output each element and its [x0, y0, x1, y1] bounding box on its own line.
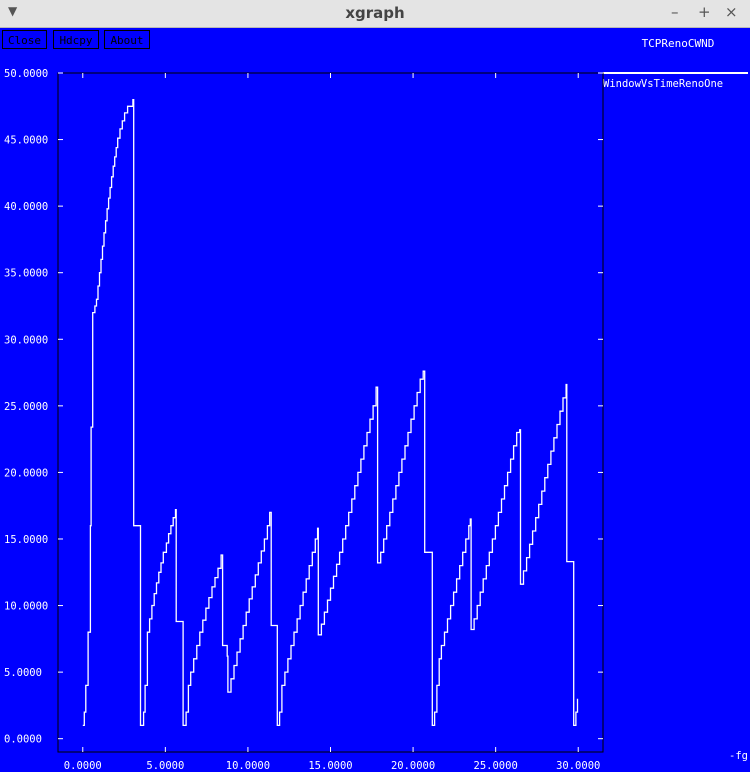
y-tick-label: 0.0000 [4, 734, 42, 746]
y-tick-label: 50.0000 [4, 68, 48, 80]
window-menu-triangle-down-icon[interactable]: ▼ [8, 4, 18, 18]
hdcpy-button[interactable]: Hdcpy [53, 30, 99, 49]
minimize-button[interactable]: – [671, 3, 679, 21]
y-tick-label: 25.0000 [4, 401, 48, 413]
x-tick-label: 10.0000 [226, 760, 270, 772]
x-tick-label: 15.0000 [308, 760, 352, 772]
y-tick-label: 10.0000 [4, 601, 48, 613]
legend-entry: WindowVsTimeRenoOne [603, 78, 723, 90]
maximize-button[interactable]: + [698, 3, 711, 21]
y-tick-label: 15.0000 [4, 534, 48, 546]
plot-frame [57, 72, 604, 753]
x-tick-label: 30.0000 [556, 760, 600, 772]
x-tick-label: 20.0000 [391, 760, 435, 772]
window-titlebar: ▼ xgraph – + × [0, 0, 750, 28]
y-tick-label: 30.0000 [4, 334, 48, 346]
close-window-button[interactable]: × [725, 3, 738, 21]
plot-title: TCPRenoCWND [641, 37, 715, 50]
close-button[interactable]: Close [2, 30, 47, 49]
x-tick-label: 5.0000 [146, 760, 184, 772]
series-line [82, 98, 579, 727]
x-tick-label: 0.0000 [64, 760, 102, 772]
y-tick-label: 5.0000 [4, 667, 42, 679]
x-tick-label: 25.0000 [474, 760, 518, 772]
y-tick-label: 20.0000 [4, 467, 48, 479]
y-tick-label: 45.0000 [4, 135, 48, 147]
window-title: xgraph [345, 4, 405, 22]
y-tick-label: 40.0000 [4, 201, 48, 213]
y-tick-label: 35.0000 [4, 268, 48, 280]
about-button[interactable]: About [104, 30, 150, 49]
corner-label: -fg [729, 750, 748, 762]
